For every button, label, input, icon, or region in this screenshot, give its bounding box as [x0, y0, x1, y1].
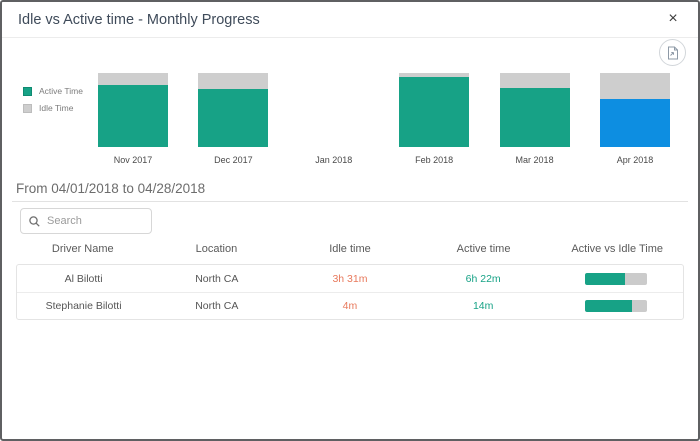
- table-row[interactable]: Stephanie Bilotti North CA 4m 14m: [17, 292, 683, 319]
- chart-bar-mar-2018[interactable]: Mar 2018: [499, 73, 570, 165]
- location-cell: North CA: [195, 272, 239, 285]
- bar-idle-segment: [599, 73, 670, 99]
- export-report-button[interactable]: [659, 39, 686, 66]
- search-box[interactable]: [20, 208, 152, 234]
- bar-active-segment: [599, 98, 670, 147]
- column-header-idle-time: Idle time: [329, 243, 371, 255]
- column-header-active-time: Active time: [456, 243, 511, 255]
- idle-time-swatch-icon: [23, 103, 32, 113]
- divider: [12, 201, 688, 202]
- bar-label: Mar 2018: [515, 155, 554, 165]
- ratio-bar-track: [585, 272, 648, 285]
- driver-name-cell: Al Bilotti: [64, 272, 103, 285]
- dialog-header: Idle vs Active time - Monthly Progress ×: [2, 2, 698, 38]
- dialog-title: Idle vs Active time - Monthly Progress: [18, 12, 260, 28]
- bar-label: Dec 2017: [214, 155, 253, 165]
- bar-active-segment: [198, 88, 269, 147]
- column-header-driver-name: Driver Name: [51, 243, 114, 255]
- chart-bar-jan-2018[interactable]: Jan 2018: [299, 73, 369, 165]
- bar-idle-segment: [499, 73, 570, 88]
- active-vs-idle-cell: [550, 300, 683, 313]
- legend-item-idle: Idle Time: [23, 103, 83, 113]
- search-icon: [29, 215, 40, 227]
- monthly-progress-chart: Nov 2017 Dec 2017 Jan 2018 Feb 2018: [98, 73, 670, 165]
- export-document-icon: [666, 46, 679, 60]
- table-row[interactable]: Al Bilotti North CA 3h 31m 6h 22m: [17, 265, 683, 292]
- search-input[interactable]: [47, 215, 143, 227]
- ratio-bar-fill: [585, 272, 626, 285]
- bar-idle-segment: [198, 73, 269, 89]
- bar-label: Jan 2018: [315, 155, 353, 165]
- bar-stack: [399, 73, 470, 147]
- chart-legend: Active Time Idle Time: [23, 86, 83, 120]
- bar-active-segment: [98, 84, 168, 147]
- date-range-label: From 04/01/2018 to 04/28/2018: [16, 181, 206, 196]
- idle-time-cell: 4m: [342, 300, 358, 312]
- chart-bar-dec-2017[interactable]: Dec 2017: [198, 73, 269, 165]
- column-header-active-vs-idle: Active vs Idle Time: [571, 243, 664, 255]
- column-header-location: Location: [195, 243, 238, 255]
- legend-label-idle: Idle Time: [39, 103, 74, 113]
- chart-bar-nov-2017[interactable]: Nov 2017: [98, 73, 168, 165]
- bar-stack: [198, 73, 269, 147]
- legend-item-active: Active Time: [23, 86, 83, 96]
- bar-label: Apr 2018: [616, 155, 654, 165]
- legend-label-active: Active Time: [39, 86, 83, 96]
- bar-label: Nov 2017: [113, 155, 153, 165]
- chart-bar-feb-2018[interactable]: Feb 2018: [399, 73, 470, 165]
- bar-stack: [599, 73, 670, 147]
- location-cell: North CA: [195, 300, 239, 312]
- bar-stack: [98, 73, 168, 147]
- bar-label: Feb 2018: [415, 155, 454, 165]
- active-vs-idle-cell: [550, 272, 683, 285]
- bar-idle-segment: [98, 73, 168, 85]
- driver-name-cell: Stephanie Bilotti: [45, 300, 122, 312]
- active-time-cell: 6h 22m: [465, 272, 501, 285]
- bar-idle-segment: [399, 73, 470, 77]
- ratio-bar-track: [585, 300, 648, 313]
- bar-active-segment: [399, 76, 470, 147]
- table-header-row: Driver Name Location Idle time Active ti…: [16, 243, 684, 255]
- idle-time-cell: 3h 31m: [332, 272, 368, 285]
- bar-stack: [499, 73, 570, 147]
- close-icon[interactable]: ×: [662, 8, 684, 30]
- drivers-table: Al Bilotti North CA 3h 31m 6h 22m Stepha…: [16, 264, 684, 320]
- active-time-swatch-icon: [23, 86, 32, 96]
- ratio-bar-fill: [585, 300, 633, 313]
- chart-bar-apr-2018[interactable]: Apr 2018: [599, 73, 670, 165]
- active-time-cell: 14m: [472, 300, 494, 312]
- bar-active-segment: [499, 87, 570, 147]
